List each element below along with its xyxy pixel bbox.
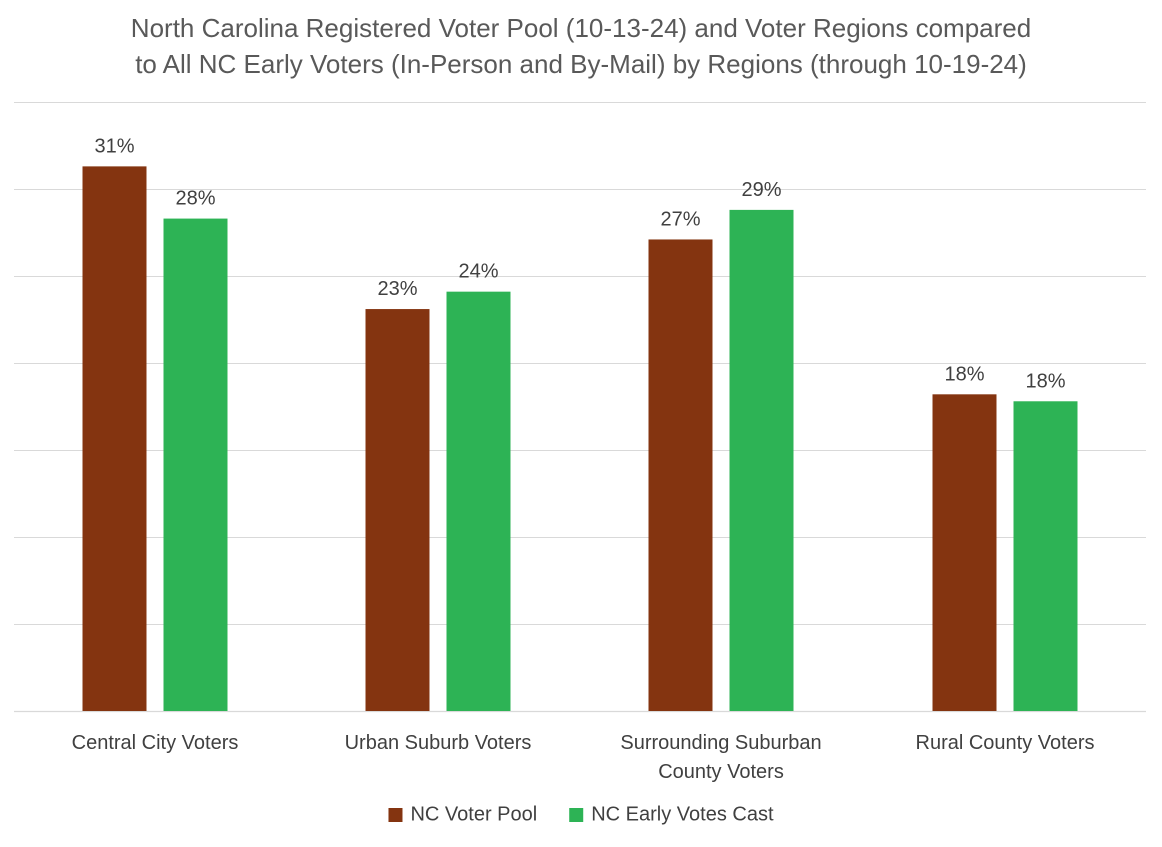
data-label-nc-voter-pool: 27% xyxy=(660,208,700,230)
data-labels: 31% 23% 27% 18% 28% 24% 29% 18% xyxy=(94,135,1065,392)
data-label-nc-early-votes-cast: 18% xyxy=(1025,370,1065,392)
category-label: County Voters xyxy=(658,761,784,783)
bar-nc-early-votes-cast xyxy=(446,291,511,711)
data-label-nc-voter-pool: 23% xyxy=(377,278,417,300)
legend-swatch xyxy=(569,808,584,822)
bar-nc-voter-pool xyxy=(648,239,713,711)
bar-nc-voter-pool xyxy=(932,394,997,711)
data-label-nc-voter-pool: 31% xyxy=(94,135,134,157)
chart-title-line: to All NC Early Voters (In-Person and By… xyxy=(135,49,1027,79)
bar-nc-early-votes-cast xyxy=(729,209,794,711)
data-label-nc-voter-pool: 18% xyxy=(944,363,984,385)
category-label: Surrounding Suburban xyxy=(620,732,821,754)
category-label: Central City Voters xyxy=(72,732,239,754)
bar-nc-voter-pool xyxy=(82,166,147,711)
legend-label: NC Voter Pool xyxy=(410,803,537,825)
category-axis-labels: Central City Voters Urban Suburb Voters Su… xyxy=(72,732,1095,783)
bar-nc-early-votes-cast xyxy=(163,218,228,711)
chart-title: North Carolina Registered Voter Pool (10… xyxy=(131,13,1031,79)
bars xyxy=(82,166,1078,711)
data-label-nc-early-votes-cast: 28% xyxy=(175,188,215,210)
bar-nc-early-votes-cast xyxy=(1013,401,1078,711)
category-label: Rural County Voters xyxy=(916,732,1095,754)
legend-label: NC Early Votes Cast xyxy=(591,803,774,825)
legend-swatch xyxy=(388,808,403,822)
data-label-nc-early-votes-cast: 24% xyxy=(458,261,498,283)
category-label: Urban Suburb Voters xyxy=(345,732,532,754)
legend: NC Voter Pool NC Early Votes Cast xyxy=(388,803,774,825)
data-label-nc-early-votes-cast: 29% xyxy=(741,179,781,201)
bar-nc-voter-pool xyxy=(365,309,430,711)
chart-title-line: North Carolina Registered Voter Pool (10… xyxy=(131,13,1031,43)
